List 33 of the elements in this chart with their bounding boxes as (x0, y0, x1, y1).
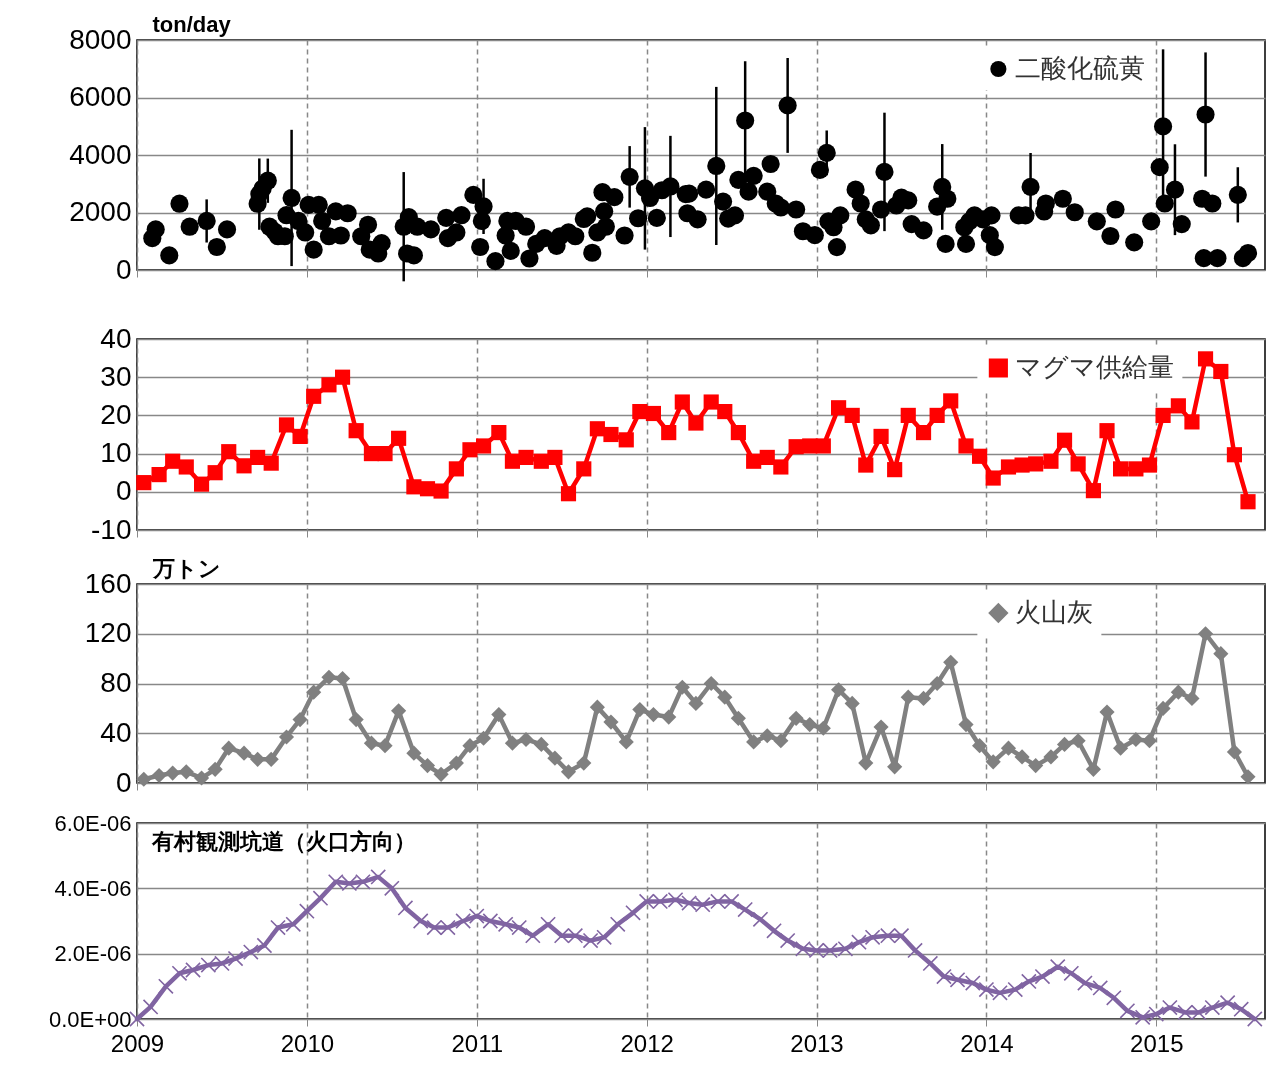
x-tick-label: 2013 (790, 1029, 844, 1057)
legend-label: マグマ供給量 (1015, 352, 1175, 382)
y-tick-label: 6.0E-06 (54, 810, 132, 836)
y-tick-label: 0 (115, 766, 132, 798)
y-tick-label: 2000 (69, 196, 132, 227)
y-tick-label: 20 (100, 398, 132, 430)
y-axis-title: 万トン (151, 555, 221, 581)
y-tick-label: 8000 (69, 23, 132, 55)
y-tick-label: 4.0E-06 (54, 875, 132, 901)
legend-label: 火山灰 (1015, 597, 1094, 627)
y-tick-label: -10 (91, 513, 132, 545)
y-tick-label: 0.0E+00 (48, 1006, 132, 1032)
y-tick-label: 10 (100, 437, 132, 469)
x-tick-label: 2011 (451, 1029, 504, 1057)
x-tick-label: 2010 (280, 1029, 335, 1057)
y-tick-label: 160 (84, 567, 132, 599)
y-tick-label: 30 (100, 360, 132, 392)
y-tick-label: 0 (115, 253, 132, 285)
x-tick-label: 2014 (960, 1029, 1014, 1057)
y-tick-label: 4000 (69, 138, 132, 170)
y-tick-label: 40 (100, 716, 132, 748)
y-tick-label: 0 (115, 475, 132, 507)
chart-title: 有村観測坑道（火口方向） (151, 829, 416, 854)
x-tick-label: 2012 (620, 1029, 674, 1057)
y-tick-label: 6000 (69, 81, 132, 112)
y-axis-title: ton/day (152, 11, 232, 37)
x-tick-label: 2015 (1130, 1029, 1184, 1057)
y-tick-label: 80 (100, 667, 132, 698)
y-tick-label: 40 (100, 322, 132, 354)
x-tick-label: 2009 (110, 1029, 165, 1057)
y-tick-label: 120 (84, 617, 132, 649)
y-tick-label: 2.0E-06 (54, 941, 132, 967)
legend-label: 二酸化硫黄 (1015, 53, 1146, 83)
